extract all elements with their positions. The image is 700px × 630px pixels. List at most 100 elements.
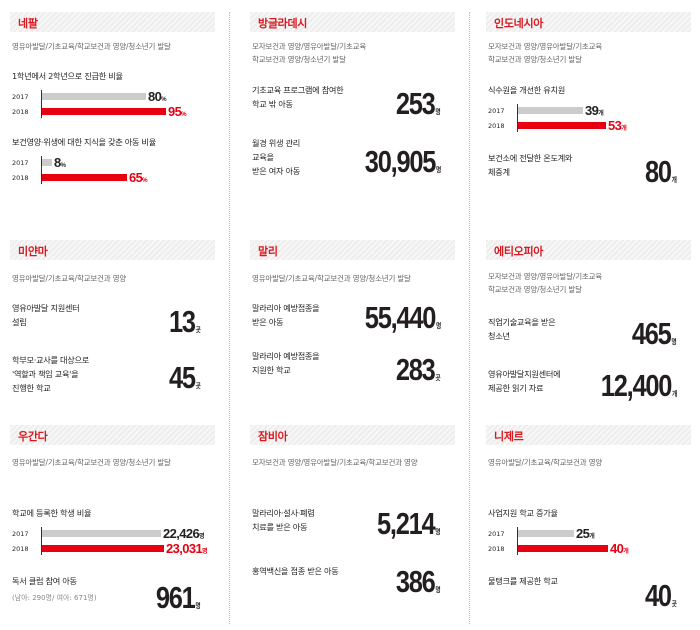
stat-label: 말라리아 예방접종을 [252, 351, 320, 361]
year-label: 2017 [12, 159, 29, 167]
card-subtitle: 학교보건과 영양/청소년기 발달 [488, 55, 582, 64]
card-subtitle: 모자보건과 영양/영유아발달/기초교육 [488, 272, 603, 281]
stat-note: (남아: 290명/ 여아: 671명) [12, 594, 97, 602]
stat-label: 지원한 학교 [252, 365, 291, 375]
bar-value-2017: 8% [54, 155, 66, 170]
stat-label: '역할과 책임 교육'을 [12, 369, 79, 379]
card-subtitle: 영유아발달/기초교육/학교보건과 영양/청소년기 발달 [252, 274, 411, 283]
stat-value: 465명 [632, 316, 677, 351]
bar-2017 [42, 159, 52, 166]
chart-label: 학교에 등록한 학생 비율 [12, 508, 92, 518]
bar-2017 [518, 530, 574, 537]
stat-label: 진행한 학교 [12, 383, 51, 393]
stat-label: 교육을 [252, 152, 274, 162]
card-subtitle: 영유아발달/기초교육/학교보건과 영양 [488, 458, 603, 467]
stat-value: 13곳 [169, 304, 201, 339]
stat-value: 55,440명 [364, 300, 441, 335]
bar-2018 [518, 545, 608, 552]
bar-value-2018: 65% [129, 170, 148, 185]
card-title: 잠비아 [258, 430, 288, 443]
chart-label: 보건영양·위생에 대한 지식을 갖춘 아동 비율 [12, 137, 157, 147]
card-header: 우간다 [10, 425, 215, 445]
year-label: 2017 [488, 530, 505, 538]
bar-2017 [518, 107, 583, 114]
stat-label: 영유아발달지원센터에 [488, 369, 561, 379]
bar-value-2018: 95% [168, 104, 187, 119]
bar-2017 [42, 530, 161, 537]
stat-label: 설립 [12, 317, 27, 327]
stat-label: 영유아발달 지원센터 [12, 303, 80, 313]
bar-value-2017: 22,426명 [163, 526, 205, 541]
stat-value: 30,905명 [364, 144, 441, 179]
stat-value: 961명 [156, 580, 201, 615]
card-title: 우간다 [18, 430, 48, 443]
stat-label: 보건소에 전달한 온도계와 [488, 153, 573, 163]
year-label: 2018 [12, 545, 29, 553]
chart-label: 식수원을 개선한 유치원 [488, 85, 565, 95]
chart-label: 사업지원 학교 증가율 [488, 508, 558, 518]
stat-value: 80개 [645, 154, 677, 189]
stat-value: 40곳 [645, 578, 677, 613]
card-title: 에티오피아 [494, 245, 544, 258]
stat-label: 월경 위생 관리 [252, 138, 301, 148]
bar-2018 [42, 545, 164, 552]
bar-value-2018: 40개 [610, 541, 629, 556]
year-label: 2017 [12, 530, 29, 538]
year-label: 2018 [12, 108, 29, 116]
card-header: 방글라데시 [250, 12, 455, 32]
card-subtitle: 학교보건과 영양/청소년기 발달 [488, 285, 582, 294]
year-label: 2018 [12, 174, 29, 182]
chart-axis [517, 104, 518, 132]
bar-value-2017: 80% [148, 89, 167, 104]
card-header: 말리 [250, 240, 455, 260]
bar-2018 [42, 108, 166, 115]
stat-label: 독서 클럽 참여 아동 [12, 576, 77, 586]
chart-axis [41, 527, 42, 555]
card-title: 말리 [258, 245, 278, 258]
stat-label: 기초교육 프로그램에 참여한 [252, 85, 344, 95]
card-subtitle: 영유아발달/기초교육/학교보건과 영양/청소년기 발달 [12, 42, 171, 51]
card-title: 네팔 [18, 17, 38, 30]
stat-label: 학교 밖 아동 [252, 99, 293, 109]
stat-label: 직업기술교육을 받은 [488, 317, 556, 327]
stat-label: 물탱크를 제공한 학교 [488, 576, 558, 586]
card-title: 니제르 [494, 430, 524, 443]
card-subtitle: 모자보건과 영양/영유아발달/기초교육/학교보건과 영양 [252, 458, 418, 467]
bar-value-2017: 39개 [585, 103, 604, 118]
stat-label: 받은 아동 [252, 317, 284, 327]
stat-value: 5,214명 [377, 506, 441, 541]
card-title: 인도네시아 [494, 17, 544, 30]
chart-axis [517, 527, 518, 555]
card-title: 방글라데시 [258, 17, 308, 30]
bar-2017 [42, 93, 146, 100]
stat-label: 학부모·교사를 대상으로 [12, 355, 89, 365]
card-header: 에티오피아 [486, 240, 691, 260]
stat-value: 12,400개 [600, 368, 677, 403]
column-divider [469, 12, 470, 624]
year-label: 2018 [488, 545, 505, 553]
stat-label: 제공한 읽기 자료 [488, 383, 544, 393]
bar-value-2017: 25개 [576, 526, 595, 541]
card-subtitle: 학교보건과 영양/청소년기 발달 [252, 55, 346, 64]
year-label: 2017 [488, 107, 505, 115]
stat-label: 치료를 받은 아동 [252, 522, 308, 532]
chart-axis [41, 90, 42, 118]
card-header: 인도네시아 [486, 12, 691, 32]
stat-label: 청소년 [488, 331, 510, 341]
stat-label: 받은 여자 아동 [252, 166, 301, 176]
card-header: 미얀마 [10, 240, 215, 260]
stat-label: 말라리아 예방접종을 [252, 303, 320, 313]
stat-value: 386명 [396, 564, 441, 599]
card-subtitle: 영유아발달/기초교육/학교보건과 영양 [12, 274, 127, 283]
chart-label: 1학년에서 2학년으로 진급한 비율 [12, 71, 123, 81]
year-label: 2017 [12, 93, 29, 101]
card-header: 잠비아 [250, 425, 455, 445]
bar-2018 [42, 174, 127, 181]
card-header: 니제르 [486, 425, 691, 445]
bar-2018 [518, 122, 606, 129]
card-subtitle: 모자보건과 영양/영유아발달/기초교육 [252, 42, 367, 51]
chart-axis [41, 156, 42, 184]
card-subtitle: 영유아발달/기초교육/학교보건과 영양/청소년기 발달 [12, 458, 171, 467]
bar-value-2018: 23,031명 [166, 541, 208, 556]
